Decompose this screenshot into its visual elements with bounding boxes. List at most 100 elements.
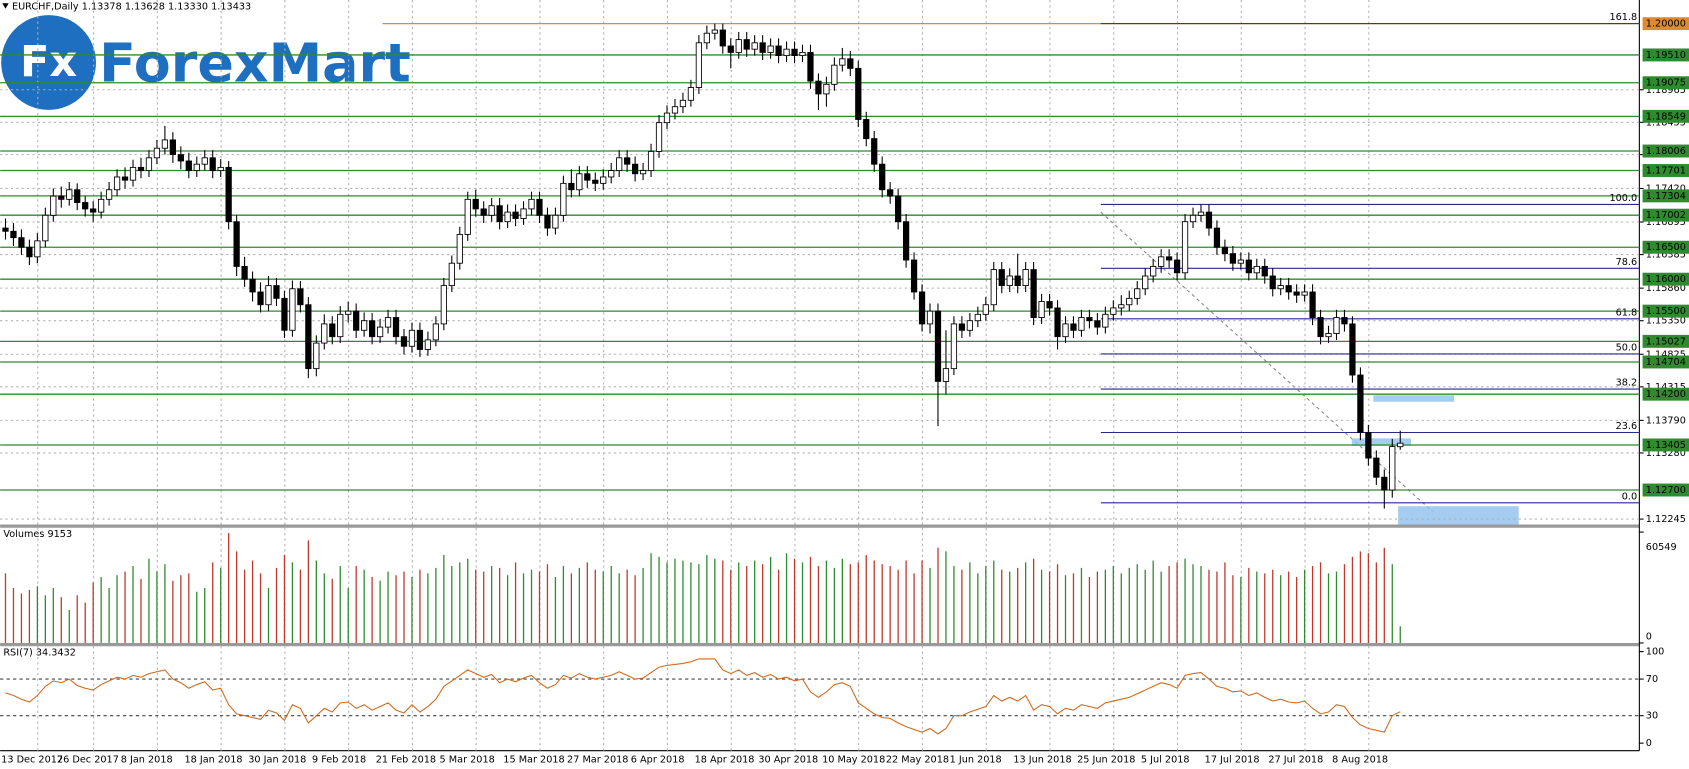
candle-body bbox=[1038, 301, 1045, 318]
x-tick-label: 13 Jun 2018 bbox=[1013, 754, 1071, 765]
candle-body bbox=[201, 157, 208, 165]
candle-body bbox=[376, 326, 384, 338]
candle-body bbox=[831, 64, 838, 85]
candle-body bbox=[1150, 265, 1157, 277]
candle-body bbox=[942, 368, 950, 382]
candle-body bbox=[703, 32, 710, 44]
x-tick-label: 26 Dec 2017 bbox=[57, 754, 119, 765]
candle-body bbox=[1261, 265, 1268, 277]
candle-body bbox=[1126, 297, 1133, 306]
candle-body bbox=[416, 329, 424, 350]
level-label-box bbox=[1642, 334, 1689, 348]
x-tick-label: 30 Apr 2018 bbox=[758, 754, 818, 765]
candle-body bbox=[408, 329, 416, 347]
candle-body bbox=[727, 45, 734, 53]
candle-body bbox=[1341, 317, 1348, 325]
panel-separator bbox=[0, 642, 1640, 647]
candle-body bbox=[632, 163, 639, 175]
candle-body bbox=[1301, 291, 1308, 296]
candle-body bbox=[440, 285, 447, 325]
y-tick-label: 1.13280 bbox=[1646, 448, 1686, 459]
candle-body bbox=[1062, 323, 1069, 338]
x-tick-label: 25 Jun 2018 bbox=[1077, 754, 1135, 765]
x-tick-label: 5 Mar 2018 bbox=[440, 754, 495, 765]
candle-body bbox=[488, 205, 495, 216]
level-label: 1.19075 bbox=[1646, 78, 1686, 89]
y-tick-label: 1.14825 bbox=[1646, 349, 1686, 360]
candle-body bbox=[345, 310, 352, 315]
candle-body bbox=[990, 269, 997, 306]
candle-body bbox=[1373, 457, 1380, 478]
y-tick-label: 1.18455 bbox=[1646, 117, 1686, 128]
candle-body bbox=[950, 323, 958, 370]
rsi-line bbox=[5, 658, 1401, 735]
candle-body bbox=[1397, 442, 1404, 448]
volume-tick-label: 0 bbox=[1646, 632, 1652, 643]
candle-body bbox=[177, 154, 184, 162]
candle-body bbox=[392, 317, 400, 338]
candle-body bbox=[1142, 275, 1149, 290]
dropdown-icon bbox=[2, 3, 9, 9]
candle-body bbox=[42, 214, 49, 242]
candle-body bbox=[10, 230, 17, 239]
candle-body bbox=[90, 208, 97, 213]
candle-body bbox=[257, 291, 264, 306]
candle-body bbox=[161, 139, 169, 149]
candle-body bbox=[799, 51, 806, 57]
candle-body bbox=[1165, 256, 1173, 261]
level-label: 1.17701 bbox=[1646, 166, 1686, 177]
level-label: 1.12700 bbox=[1646, 485, 1686, 496]
candle-body bbox=[863, 119, 870, 140]
candle-body bbox=[448, 262, 455, 287]
candle-body bbox=[1245, 259, 1252, 274]
candle-body bbox=[647, 150, 655, 172]
candle-body bbox=[783, 48, 790, 57]
candle-body bbox=[1197, 211, 1205, 216]
fib-label: 0.0 bbox=[1622, 491, 1637, 502]
level-label-box bbox=[1642, 76, 1689, 90]
level-label: 1.14200 bbox=[1646, 389, 1686, 400]
logo-icon: Fx bbox=[20, 37, 77, 87]
candle-body bbox=[982, 304, 989, 315]
candle-body bbox=[871, 138, 878, 165]
candle-body bbox=[568, 182, 575, 191]
candle-body bbox=[456, 234, 463, 264]
level-label-box bbox=[1642, 164, 1689, 177]
candle-body bbox=[791, 48, 798, 57]
candle-body bbox=[1030, 269, 1037, 318]
x-tick-label: 18 Jan 2018 bbox=[184, 754, 242, 765]
candle-body bbox=[1078, 317, 1085, 331]
candle-body bbox=[1181, 221, 1189, 274]
candle-body bbox=[1086, 317, 1093, 322]
candle-body bbox=[129, 166, 137, 181]
candle-body bbox=[536, 198, 543, 216]
candle-body bbox=[520, 208, 527, 219]
candle-body bbox=[639, 170, 647, 175]
y-tick-label: 1.17420 bbox=[1646, 183, 1686, 194]
candle-body bbox=[560, 182, 567, 216]
candle-body bbox=[1118, 304, 1125, 309]
candle-body bbox=[50, 195, 57, 216]
level-label: 1.14704 bbox=[1646, 357, 1686, 368]
candle-body bbox=[671, 106, 679, 114]
candle-body bbox=[34, 240, 41, 258]
candle-body bbox=[711, 29, 718, 34]
zone bbox=[1398, 506, 1519, 525]
candle-body bbox=[879, 163, 886, 191]
candle-body bbox=[26, 246, 33, 258]
x-tick-label: 17 Jul 2018 bbox=[1205, 754, 1260, 765]
candle-body bbox=[472, 198, 479, 210]
candle-body bbox=[1102, 313, 1109, 328]
candle-body bbox=[2, 227, 9, 232]
candle-body bbox=[663, 112, 671, 124]
candle-body bbox=[1014, 275, 1021, 287]
candle-body bbox=[353, 310, 360, 331]
candle-body bbox=[751, 42, 758, 50]
candle-body bbox=[910, 259, 918, 293]
rsi-tick-label: 30 bbox=[1646, 711, 1658, 722]
x-tick-label: 10 May 2018 bbox=[822, 754, 885, 765]
level-label-box bbox=[1642, 144, 1689, 158]
candle-body bbox=[1349, 323, 1356, 376]
candle-body bbox=[528, 198, 535, 210]
candle-body bbox=[66, 189, 73, 200]
